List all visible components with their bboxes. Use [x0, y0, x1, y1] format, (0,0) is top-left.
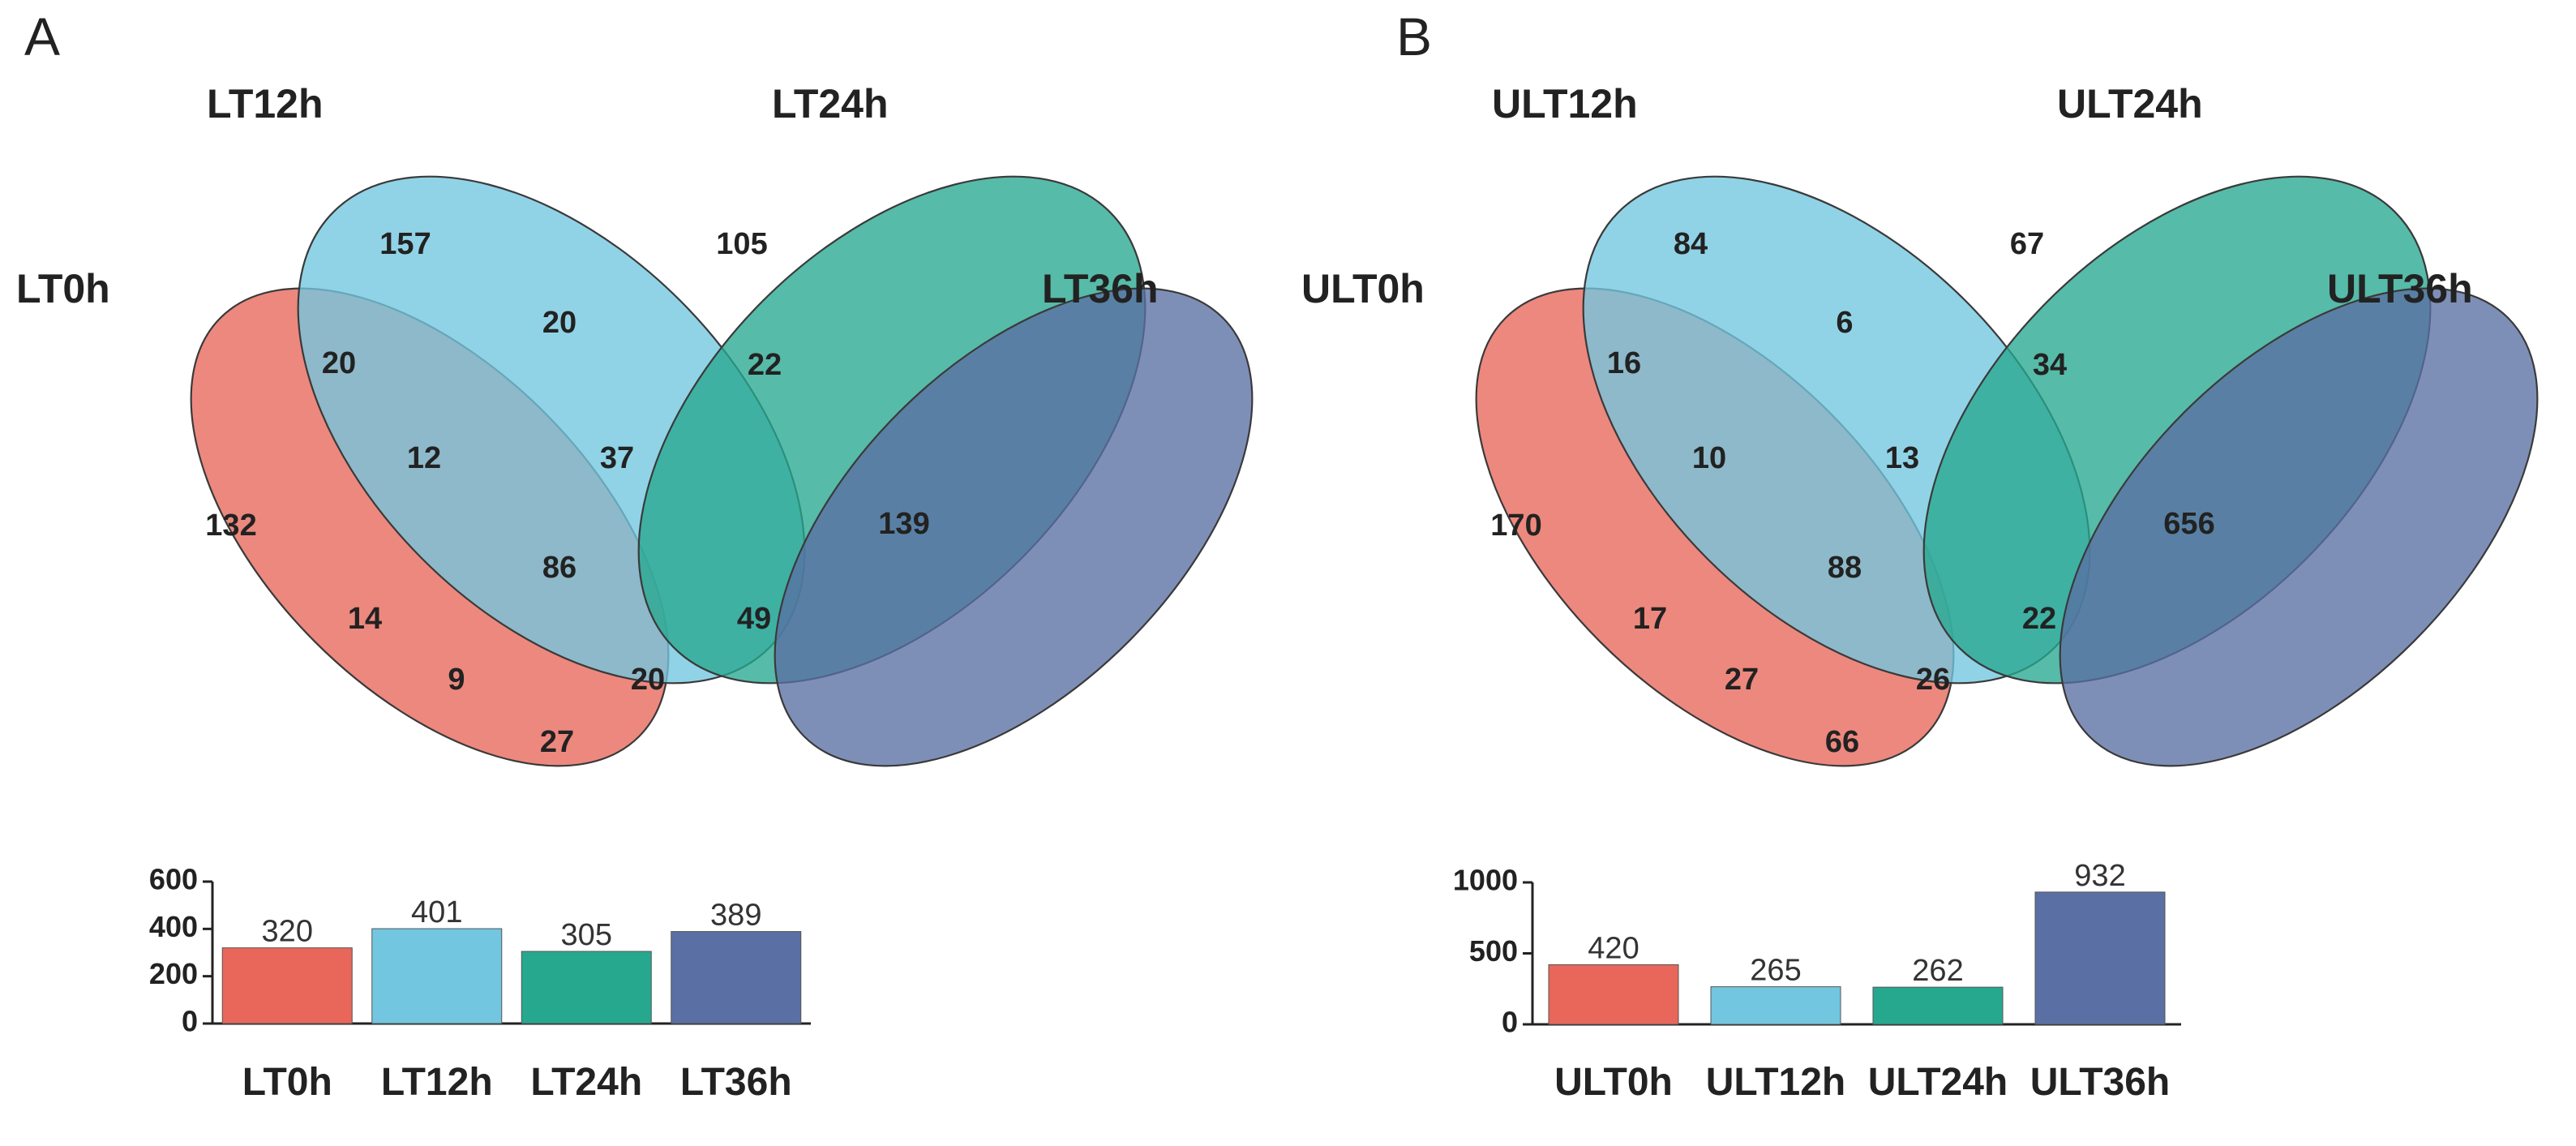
venn-b-region-ult12h-ult24h: 6: [1836, 306, 1853, 340]
bar-a-category-lt24h: LT24h: [530, 1061, 642, 1104]
bar-b-y-tick-label: 0: [1502, 1006, 1518, 1039]
venn-a-region-lt0h-lt24h: 14: [348, 602, 382, 636]
bar-b-y-tick-label: 500: [1469, 934, 1518, 968]
bar-b-value-ult12h: 265: [1750, 954, 1801, 988]
venn-diagram-b: ULT0h ULT12h ULT24h ULT36h 170 84 67 656 16 6 34 10…: [1301, 81, 2539, 767]
bar-b-ult24h: [1872, 986, 2004, 1025]
venn-b-region-ult0h-ult12h-ult36h: 26: [1916, 663, 1950, 697]
venn-a-label-lt24h: LT24h: [772, 81, 889, 127]
venn-b-label-ult24h: ULT24h: [2057, 81, 2203, 127]
venn-diagram-a: LT0h LT12h LT24h LT36h 132 157 105 139 20 20 22 12 3…: [16, 81, 1254, 767]
venn-b-region-ult12h-ult24h-ult36h: 13: [1885, 441, 1919, 475]
bar-a-y-tick-label: 0: [182, 1005, 198, 1038]
bar-a-y-tick-label: 400: [149, 910, 198, 943]
venn-b-label-ult0h: ULT0h: [1301, 266, 1425, 311]
venn-b-region-ult12h: 84: [1674, 227, 1708, 261]
bar-b-y-tick-label: 1000: [1453, 864, 1518, 897]
venn-b-label-ult36h: ULT36h: [2327, 266, 2473, 311]
bar-a-category-lt12h: LT12h: [381, 1061, 493, 1104]
venn-a-set-lt36h: [774, 287, 1254, 767]
bar-a-category-lt36h: LT36h: [680, 1061, 792, 1104]
bar-b-category-ult36h: ULT36h: [2030, 1061, 2170, 1104]
venn-b-region-ult0h-ult12h-ult24h-ult36h: 88: [1828, 551, 1862, 585]
venn-b-region-ult0h: 170: [1490, 509, 1541, 543]
bar-b-ult36h: [2034, 891, 2166, 1025]
venn-a-region-lt0h-lt36h: 27: [540, 725, 574, 759]
bar-a-y-tick-label: 200: [149, 957, 198, 990]
bar-a-y-tick-label: 600: [149, 863, 198, 896]
bar-b-category-ult0h: ULT0h: [1554, 1061, 1673, 1104]
bar-b-value-ult36h: 932: [2074, 859, 2125, 893]
bar-b-category-ult12h: ULT12h: [1706, 1061, 1845, 1104]
bar-a-value-lt24h: 305: [561, 918, 612, 952]
bar-a-value-lt0h: 320: [262, 915, 313, 949]
bar-a-lt36h: [671, 931, 802, 1024]
venn-b-set-ult36h: [2059, 287, 2539, 767]
panel-b-letter: B: [1396, 6, 1432, 67]
bar-b-ult0h: [1548, 964, 1679, 1025]
venn-a-region-lt12h-lt24h-lt36h: 37: [600, 441, 634, 475]
bar-chart-b: 0 500 1000 420 ULT0h 265 ULT12h 262 ULT24h 932 ULT…: [1453, 859, 2181, 1104]
bar-b-category-ult24h: ULT24h: [1868, 1061, 2008, 1104]
venn-b-region-ult12h-ult36h: 22: [2022, 602, 2056, 636]
venn-a-region-lt12h: 157: [379, 227, 431, 261]
venn-b-region-ult0h-ult12h-ult24h: 10: [1692, 441, 1726, 475]
venn-b-region-ult0h-ult24h: 17: [1633, 602, 1667, 636]
venn-a-region-lt0h-lt12h-lt36h: 20: [631, 663, 665, 697]
bar-b-value-ult0h: 420: [1588, 932, 1639, 966]
venn-a-label-lt0h: LT0h: [16, 266, 110, 311]
venn-b-region-ult0h-ult36h: 66: [1825, 725, 1859, 759]
bar-chart-a: 0 200 400 600 320 LT0h 401 LT12h 305 LT24h 389 LT36…: [149, 863, 811, 1104]
bar-b-value-ult24h: 262: [1912, 954, 1963, 988]
venn-b-region-ult0h-ult12h: 16: [1607, 346, 1641, 380]
venn-b-label-ult12h: ULT12h: [1492, 81, 1638, 127]
venn-a-region-lt0h-lt12h-lt24h: 12: [407, 441, 441, 475]
bar-a-lt24h: [521, 951, 652, 1024]
venn-a-region-lt0h-lt12h-lt24h-lt36h: 86: [542, 551, 576, 585]
panel-a: A LT0h LT12h LT24h LT36h 132 157 105 139 20 20 22 1…: [16, 6, 1254, 1104]
venn-a-region-lt24h: 105: [716, 227, 767, 261]
venn-a-region-lt12h-lt24h: 20: [542, 306, 576, 340]
venn-a-region-lt24h-lt36h: 22: [748, 348, 782, 382]
bar-a-category-lt0h: LT0h: [242, 1061, 332, 1104]
venn-a-label-lt12h: LT12h: [207, 81, 324, 127]
venn-a-region-lt0h-lt24h-lt36h: 9: [448, 663, 465, 697]
venn-b-region-ult24h-ult36h: 34: [2033, 348, 2067, 382]
venn-b-region-ult24h: 67: [2010, 227, 2044, 261]
venn-b-region-ult36h: 656: [2163, 507, 2214, 541]
bar-b-ult12h: [1710, 986, 1841, 1025]
venn-a-region-lt12h-lt36h: 49: [737, 602, 771, 636]
bar-a-value-lt12h: 401: [411, 895, 462, 929]
venn-a-region-lt0h-lt12h: 20: [322, 346, 356, 380]
venn-a-label-lt36h: LT36h: [1042, 266, 1159, 311]
venn-a-region-lt0h: 132: [205, 509, 256, 543]
bar-a-value-lt36h: 389: [710, 899, 761, 933]
bar-a-lt0h: [221, 947, 353, 1024]
venn-b-region-ult0h-ult24h-ult36h: 27: [1725, 663, 1759, 697]
venn-a-region-lt36h: 139: [878, 507, 929, 541]
bar-a-lt12h: [371, 928, 503, 1024]
panel-a-letter: A: [24, 6, 60, 67]
